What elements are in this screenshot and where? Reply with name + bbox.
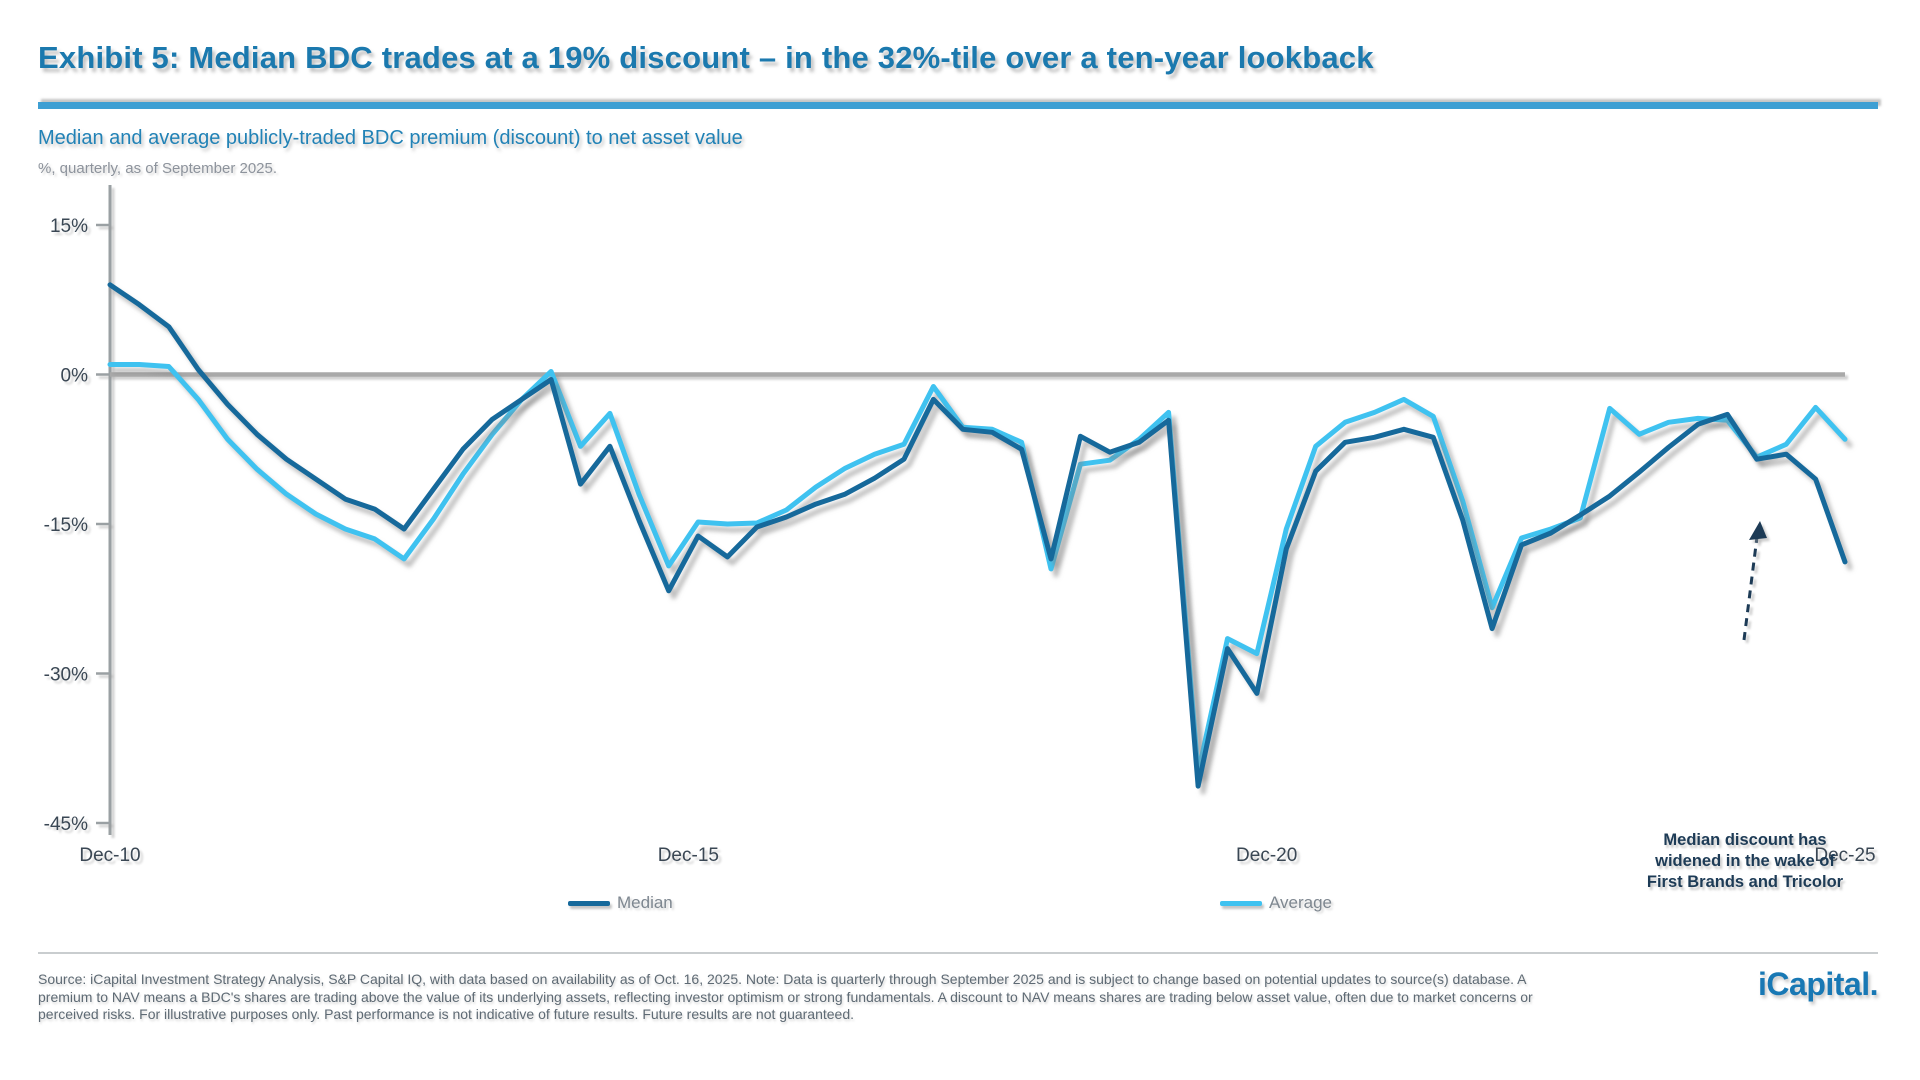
median-legend-label: Median [617, 893, 673, 912]
source-disclaimer-text: Source: iCapital Investment Strategy Ana… [38, 971, 1533, 1023]
y-tick-label: -15% [44, 515, 88, 536]
legend-item-average: Average [1220, 893, 1332, 913]
footer-divider [38, 952, 1878, 954]
chart-units-note: %, quarterly, as of September 2025. [38, 160, 278, 177]
y-tick-label: -30% [44, 665, 88, 686]
average-swatch [1220, 900, 1262, 906]
median-series-line [107, 282, 1848, 789]
annotation-line: widened in the wake of [1655, 851, 1835, 870]
annotation-arrow-shaft [1742, 536, 1759, 641]
average-legend-label: Average [1269, 893, 1333, 912]
x-tick-label: Dec-20 [1236, 845, 1297, 866]
bdc-discount-chart: 15% 0% -15% -30% -45% Dec-10 Dec-15 Dec-20 Dec-2… [38, 185, 1880, 891]
annotation-arrow-head [1749, 521, 1767, 540]
x-tick-label: Dec-10 [79, 845, 140, 866]
x-tick-label: Dec-25 [1814, 845, 1875, 866]
x-tick-label: Dec-15 [658, 845, 719, 866]
y-tick-label: -45% [44, 814, 88, 835]
y-tick-label: 15% [50, 216, 88, 237]
legend-item-median: Median [568, 893, 673, 913]
icapital-logo: iCapital. [1758, 966, 1878, 1002]
chart-subtitle: Median and average publicly-traded BDC p… [38, 127, 743, 149]
y-tick-label: 0% [61, 366, 89, 387]
title-underline-rule [38, 102, 1878, 109]
average-series-line [107, 362, 1848, 776]
page-title: Exhibit 5: Median BDC trades at a 19% di… [38, 40, 1374, 75]
median-swatch [568, 900, 610, 906]
annotation-line: Median discount has [1663, 831, 1827, 849]
annotation-line: First Brands and Tricolor [1646, 872, 1844, 891]
chart-canvas: 15% 0% -15% -30% -45% Dec-10 Dec-15 Dec-20 Dec-2… [44, 185, 1876, 866]
annotation-callout: Median discount has widened in the wake … [1625, 830, 1865, 893]
